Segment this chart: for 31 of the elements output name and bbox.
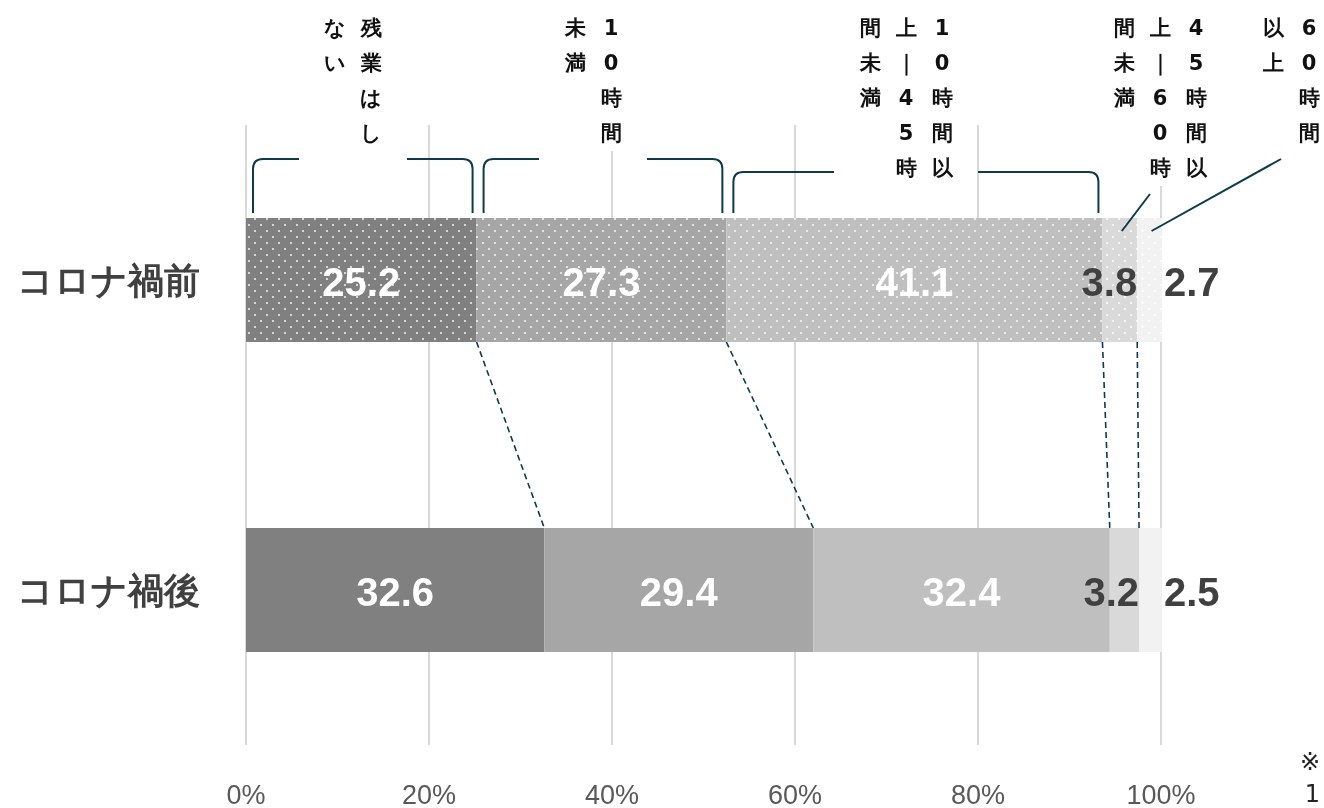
data-label: 2.5: [1163, 570, 1220, 614]
data-label: 3.8: [1081, 260, 1138, 304]
data-label: 2.7: [1163, 260, 1220, 304]
x-tick-label: 40%: [584, 780, 640, 808]
data-label: 29.4: [639, 570, 719, 614]
y-tick-label: コロナ禍前: [17, 259, 200, 301]
bar: [1137, 218, 1162, 342]
x-tick-label: 20%: [401, 780, 457, 808]
bar: [246, 528, 545, 652]
y-tick-label: コロナ禍後: [17, 569, 200, 611]
x-tick-label: 80%: [950, 780, 1006, 808]
text: 1: [603, 16, 619, 40]
text: 60時間以上: [1262, 16, 1320, 145]
data-label: 27.3: [562, 260, 641, 304]
data-label: 25.2: [322, 260, 401, 304]
data-label: 32.6: [356, 570, 435, 614]
x-tick-label: 100%: [1126, 780, 1196, 808]
text: 10時間以上｜45時間未満: [859, 16, 953, 180]
text: 45時間以上｜60時間未満: [1113, 16, 1207, 180]
x-tick-label: 0%: [226, 780, 266, 808]
bar: [476, 218, 727, 342]
data-label: 32.4: [922, 570, 1002, 614]
x-tick-label: 60%: [767, 780, 823, 808]
text: 残業はしない: [324, 16, 382, 145]
text: ※: [1299, 748, 1320, 776]
bar: [544, 528, 814, 652]
data-label: 41.1: [875, 260, 954, 304]
bar: [1139, 528, 1162, 652]
bar: [246, 218, 477, 342]
text: 1: [1304, 780, 1320, 808]
data-label: 3.2: [1083, 570, 1140, 614]
